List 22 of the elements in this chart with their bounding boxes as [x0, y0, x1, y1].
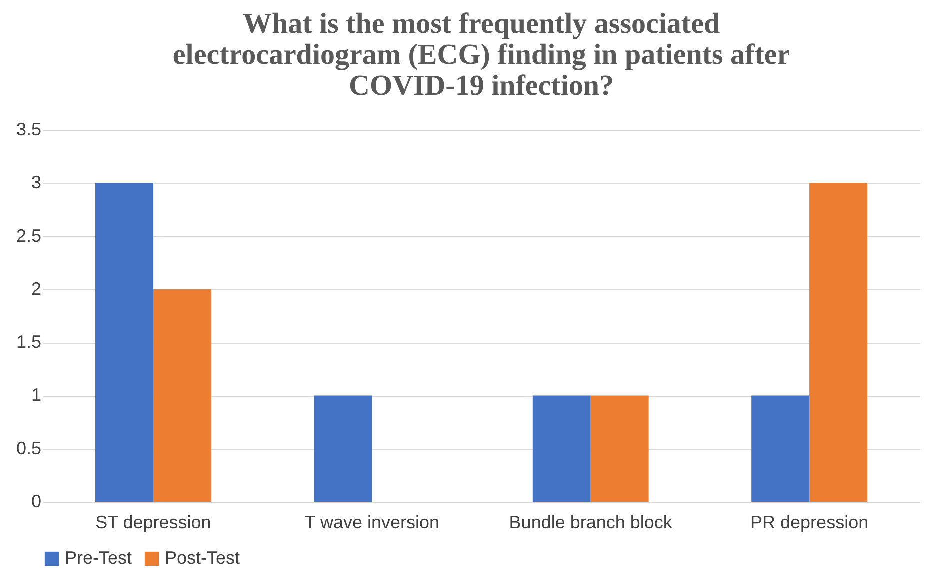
y-tick-label: 3	[31, 172, 42, 193]
x-tick-label: PR depression	[750, 512, 869, 532]
bar	[153, 289, 212, 502]
bar	[810, 183, 868, 502]
x-tick-label: ST depression	[96, 512, 212, 532]
y-tick-label: 2.5	[16, 226, 42, 246]
x-tick-label: Bundle branch block	[509, 512, 674, 532]
y-tick-label: 3.5	[16, 120, 42, 140]
y-tick-label: 0	[31, 492, 42, 512]
bar	[532, 396, 591, 502]
legend-label: Pre-Test	[65, 548, 132, 568]
y-tick-label: 1	[31, 385, 42, 406]
x-tick-label: T wave inversion	[304, 512, 440, 532]
y-tick-label: 2	[31, 278, 42, 299]
bar	[95, 183, 154, 502]
legend-label: Post-Test	[165, 548, 240, 568]
bar	[590, 396, 649, 502]
y-tick-label: 0.5	[16, 438, 42, 458]
chart-title: What is the most frequently associated electrocardiogram (ECG) finding in patients after COVID-19 infection?	[172, 8, 790, 102]
bar	[752, 396, 810, 502]
bar	[314, 396, 372, 502]
y-tick-label: 1.5	[16, 332, 42, 352]
